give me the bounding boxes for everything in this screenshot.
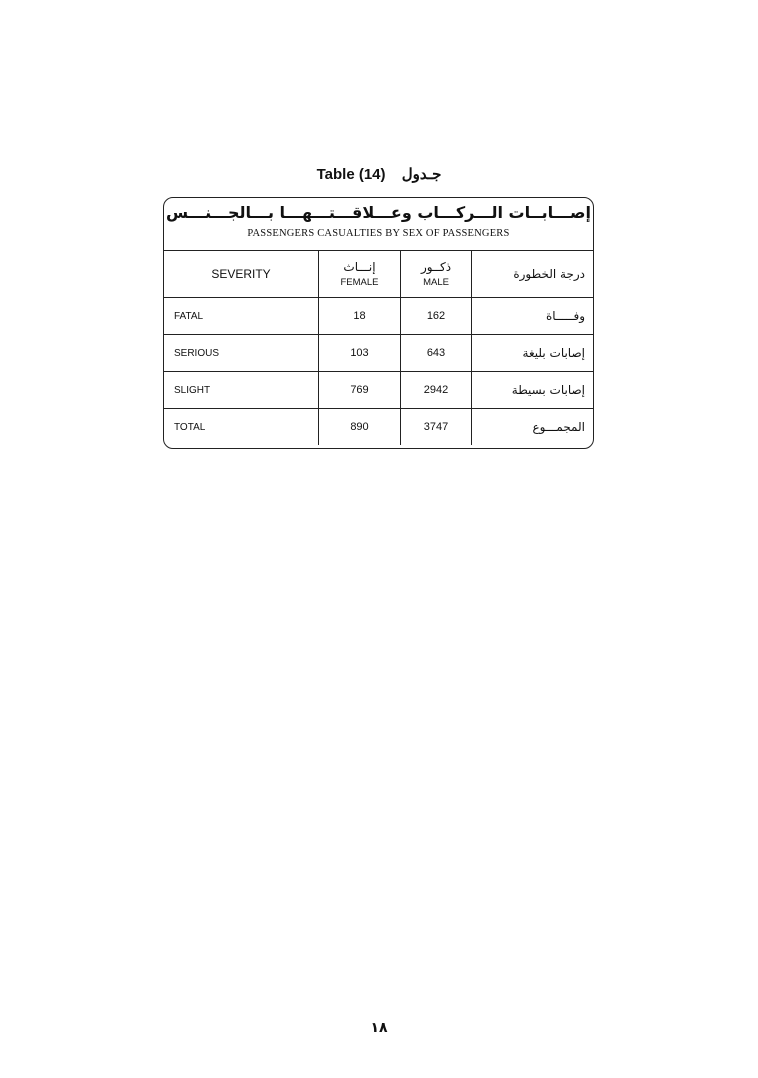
female-cell: 18 <box>318 297 401 335</box>
table-header: إصـــابــات الـــركـــاب وعـــلاقـــتـــ… <box>164 198 593 251</box>
severity-cell: TOTAL <box>164 408 319 445</box>
header-female-en: FEMALE <box>340 277 379 288</box>
severity-cell: SERIOUS <box>164 334 319 372</box>
header-male-ar: ذكــور <box>420 260 452 274</box>
table-caption: Table (14) جـدول <box>0 165 758 183</box>
header-female: إنـــاث FEMALE <box>318 251 401 298</box>
table-row: FATAL 18 162 وفـــــاة <box>164 297 593 335</box>
table-row: SLIGHT 769 2942 إصابات بسيطة <box>164 371 593 409</box>
severity-ar-cell: وفـــــاة <box>471 297 593 335</box>
severity-ar-cell: إصابات بسيطة <box>471 371 593 409</box>
male-cell: 643 <box>400 334 472 372</box>
severity-ar-cell: إصابات بليغة <box>471 334 593 372</box>
severity-ar-cell: المجمـــوع <box>532 420 585 434</box>
casualties-table: إصـــابــات الـــركـــاب وعـــلاقـــتـــ… <box>163 197 594 449</box>
female-cell: 103 <box>318 334 401 372</box>
header-severity-ar: درجة الخطورة <box>471 251 593 298</box>
header-male-en: MALE <box>423 277 449 288</box>
male-cell: 162 <box>400 297 472 335</box>
header-female-ar: إنـــاث <box>343 260 376 274</box>
female-cell: 769 <box>318 371 401 409</box>
caption-en: Table (14) <box>316 166 386 183</box>
caption-ar: جـدول <box>401 166 442 183</box>
severity-cell: SLIGHT <box>164 371 319 409</box>
header-male: ذكــور MALE <box>400 251 472 298</box>
severity-cell: FATAL <box>164 297 319 335</box>
male-cell: 2942 <box>400 371 472 409</box>
table-title-en: PASSENGERS CASUALTIES BY SEX OF PASSENGE… <box>247 228 510 239</box>
table-row: SERIOUS 103 643 إصابات بليغة <box>164 334 593 372</box>
male-cell: 3747 <box>400 408 472 445</box>
table-row-total: TOTAL 890 3747 المجمـــوع <box>164 408 593 445</box>
header-severity: SEVERITY <box>164 251 319 298</box>
column-header-row: SEVERITY إنـــاث FEMALE ذكــور MALE درجة ا… <box>164 251 593 298</box>
table-title-ar: إصـــابــات الـــركـــاب وعـــلاقـــتـــ… <box>166 203 591 222</box>
page-number: ١٨ <box>370 1020 388 1036</box>
female-cell: 890 <box>318 408 401 445</box>
